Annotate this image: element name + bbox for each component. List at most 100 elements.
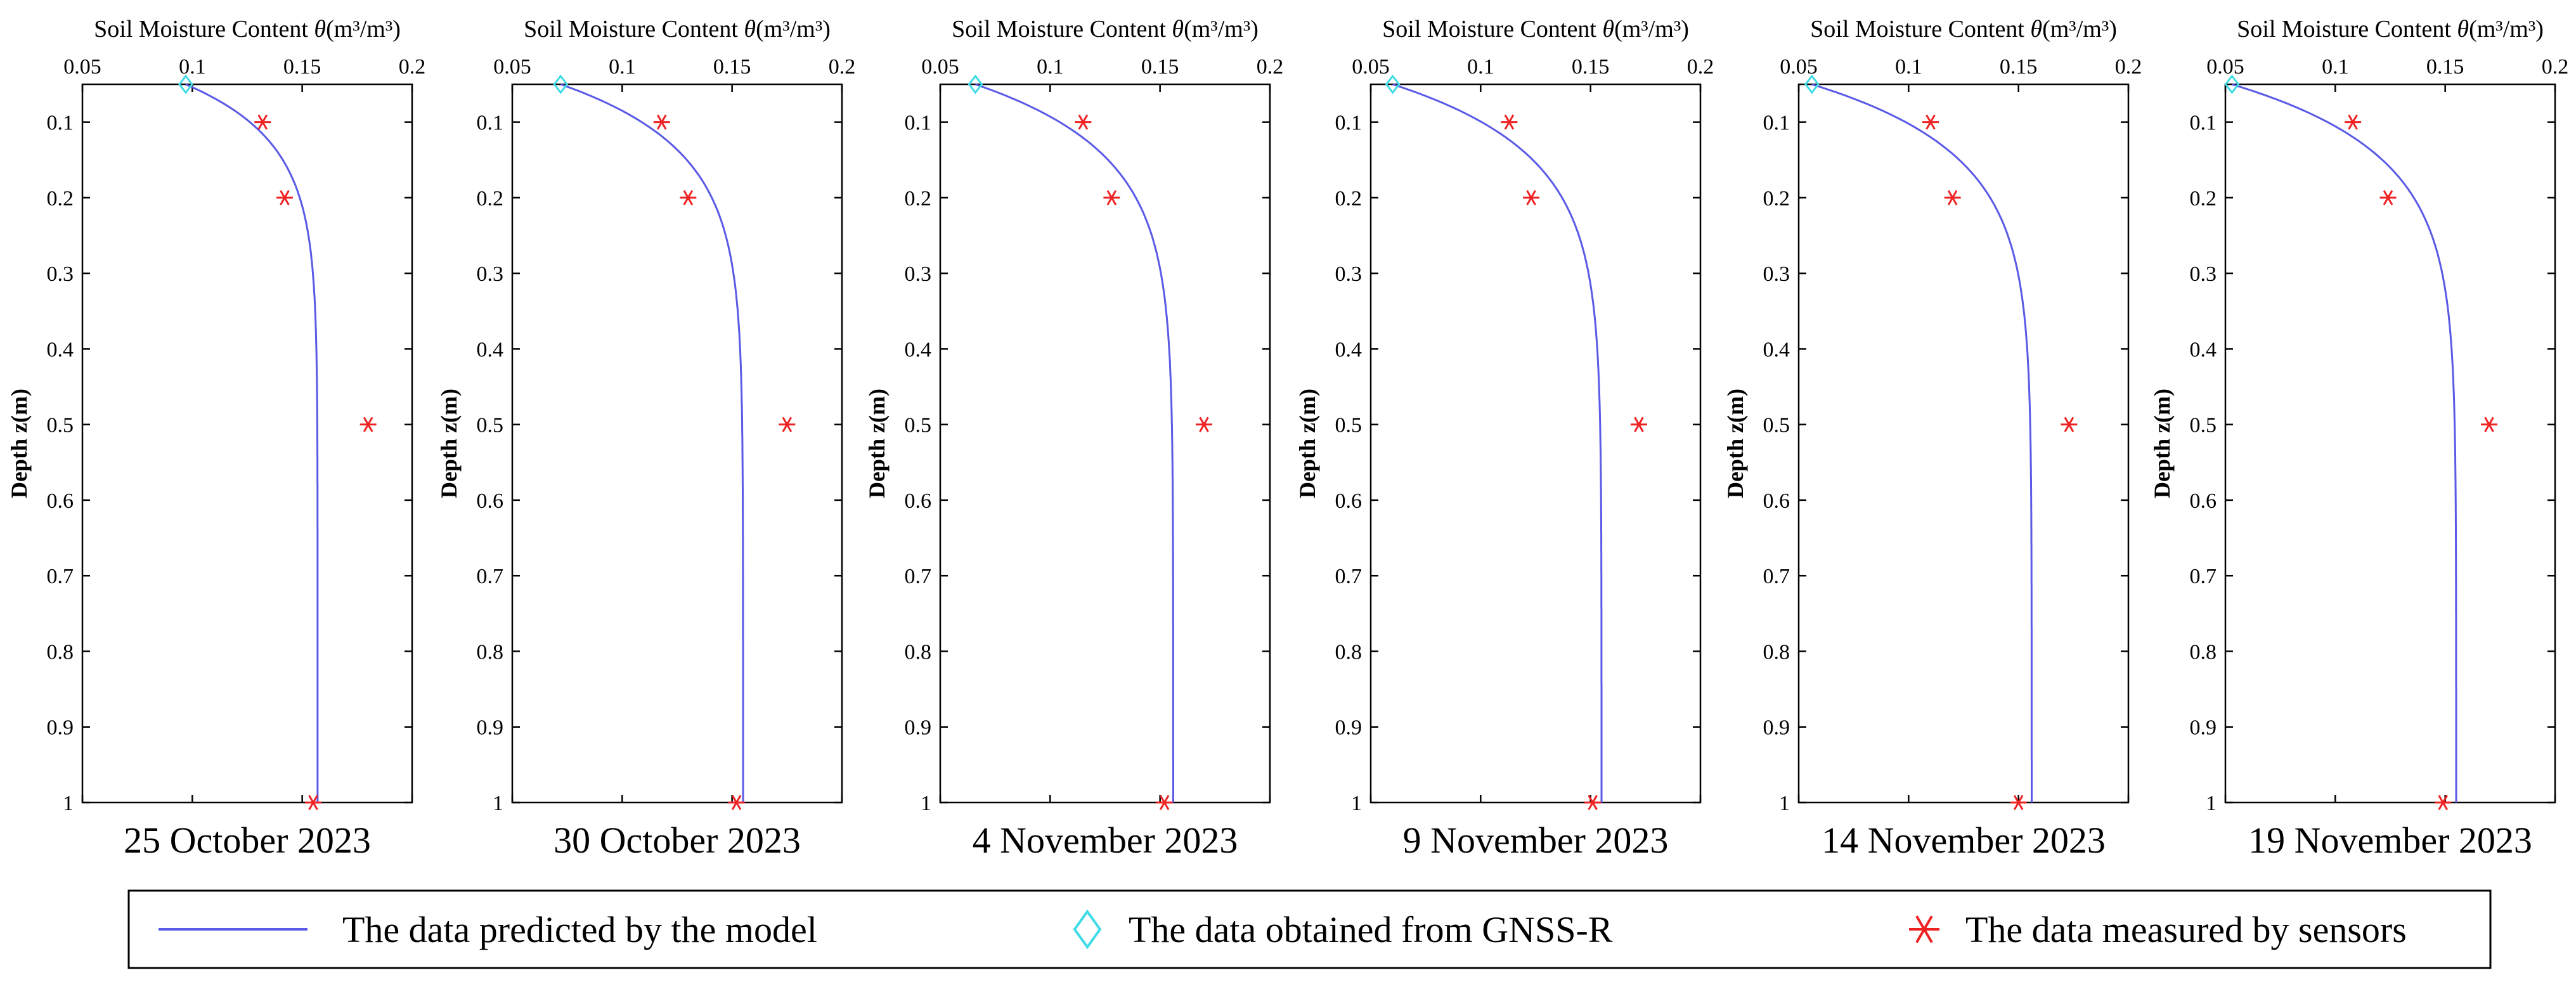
y-tick-label: 1 bbox=[1351, 792, 1362, 815]
legend-diamond bbox=[1073, 909, 1102, 950]
x-axis-label-text: Soil Moisture Content bbox=[2237, 16, 2457, 42]
gnss-marker bbox=[1385, 74, 1401, 94]
y-tick-label: 0.8 bbox=[477, 640, 504, 664]
y-tick-label: 0.6 bbox=[1335, 489, 1362, 513]
y-tick-label: 0.5 bbox=[47, 414, 74, 437]
x-tick-label: 0.2 bbox=[1257, 55, 1284, 79]
plot-frame bbox=[511, 83, 843, 804]
x-tick-label: 0.15 bbox=[1572, 55, 1610, 79]
x-tick-label: 0.15 bbox=[1141, 55, 1179, 79]
x-axis-label-unit: (m³/m³) bbox=[1184, 16, 1259, 42]
y-tick-label: 0.6 bbox=[905, 489, 932, 513]
sensor-marker bbox=[2061, 416, 2078, 432]
y-tick-label: 0.8 bbox=[2190, 640, 2217, 664]
x-tick-label: 0.1 bbox=[2322, 55, 2349, 79]
sensor-marker bbox=[359, 416, 377, 432]
y-tick-label: 0.9 bbox=[1763, 716, 1790, 740]
y-tick-label: 0.1 bbox=[477, 112, 504, 135]
x-axis-label-symbol: θ bbox=[1172, 16, 1184, 42]
x-tick-label: 0.05 bbox=[2206, 55, 2244, 79]
plot-frame bbox=[81, 83, 413, 804]
plot-frame bbox=[2224, 83, 2556, 804]
asterisk-stroke bbox=[683, 190, 694, 205]
x-tick-label: 0.05 bbox=[1352, 55, 1390, 79]
y-tick-label: 0.3 bbox=[905, 262, 932, 286]
y-tick-label: 0.4 bbox=[47, 338, 74, 361]
asterisk-stroke bbox=[2064, 416, 2074, 432]
y-tick-label: 1 bbox=[63, 792, 74, 815]
chart-panel-3: 0.05 0.1 0.15 0.2 0.1 0.2 0.3 0.4 0.5 0.6 0.7 0.8 0.… bbox=[864, 16, 1283, 861]
x-axis-label-text: Soil Moisture Content bbox=[94, 16, 314, 42]
asterisk-stroke bbox=[656, 114, 667, 130]
x-tick-label: 0.2 bbox=[2542, 55, 2569, 79]
sensor-marker bbox=[1156, 794, 1173, 811]
y-tick-label: 0.2 bbox=[1335, 187, 1362, 210]
y-axis-label: Depth z(m) bbox=[2149, 389, 2175, 498]
panel-date-title: 14 November 2023 bbox=[1822, 820, 2106, 861]
sensor-marker bbox=[1501, 114, 1518, 130]
y-tick-label: 1 bbox=[921, 792, 931, 815]
y-tick-label: 0.3 bbox=[1335, 262, 1362, 286]
x-axis-label: Soil Moisture Content θ(m³/m³) bbox=[952, 16, 1259, 42]
asterisk-stroke bbox=[308, 794, 318, 811]
gnss-marker bbox=[1804, 74, 1820, 94]
asterisk-stroke bbox=[1504, 114, 1515, 130]
legend-label: The data obtained from GNSS-R bbox=[1129, 909, 1613, 950]
y-tick-label: 0.6 bbox=[47, 489, 74, 513]
y-tick-label: 0.8 bbox=[47, 640, 74, 664]
y-tick-label: 0.7 bbox=[1335, 565, 1362, 588]
y-tick-label: 0.1 bbox=[1763, 112, 1790, 135]
sensor-marker bbox=[728, 794, 745, 811]
x-tick-label: 0.2 bbox=[829, 55, 856, 79]
y-tick-label: 0.5 bbox=[905, 414, 932, 437]
x-tick-label: 0.05 bbox=[493, 55, 531, 79]
x-tick-label: 0.1 bbox=[609, 55, 636, 79]
sensor-marker bbox=[653, 114, 670, 130]
asterisk-stroke bbox=[1926, 114, 1936, 130]
plot-frame bbox=[939, 83, 1271, 804]
x-tick-label: 0.05 bbox=[921, 55, 959, 79]
sensor-marker bbox=[276, 190, 293, 205]
y-tick-label: 0.6 bbox=[1763, 489, 1790, 513]
x-tick-label: 0.2 bbox=[399, 55, 426, 79]
y-axis-label: Depth z(m) bbox=[1723, 389, 1748, 498]
y-tick-label: 0.7 bbox=[2190, 565, 2217, 588]
y-tick-label: 0.1 bbox=[905, 112, 932, 135]
panel-date-title: 25 October 2023 bbox=[124, 820, 371, 861]
y-tick-label: 0.1 bbox=[47, 112, 74, 135]
x-tick-label: 0.15 bbox=[283, 55, 321, 79]
y-axis-label: Depth z(m) bbox=[436, 389, 462, 498]
y-tick-label: 0.6 bbox=[2190, 489, 2217, 513]
gnss-marker bbox=[2224, 74, 2240, 94]
asterisk-stroke bbox=[731, 794, 742, 811]
x-tick-label: 0.15 bbox=[713, 55, 751, 79]
asterisk-stroke bbox=[363, 416, 373, 432]
y-tick-label: 0.7 bbox=[1763, 565, 1790, 588]
asterisk-stroke bbox=[2383, 190, 2393, 205]
x-axis-label-symbol: θ bbox=[744, 16, 756, 42]
x-axis-label-text: Soil Moisture Content bbox=[952, 16, 1172, 42]
x-axis-label-text: Soil Moisture Content bbox=[524, 16, 744, 42]
y-tick-label: 0.5 bbox=[1763, 414, 1790, 437]
panel-date-title: 30 October 2023 bbox=[553, 820, 801, 861]
plot-frame bbox=[1369, 83, 1702, 804]
legend-symbol-asterisk bbox=[1909, 915, 1939, 943]
y-tick-label: 0.3 bbox=[477, 262, 504, 286]
y-tick-label: 0.4 bbox=[1763, 338, 1790, 361]
legend-label: The data measured by sensors bbox=[1965, 909, 2407, 950]
sensor-marker bbox=[1944, 190, 1961, 205]
asterisk-stroke bbox=[1634, 416, 1644, 432]
y-axis-label: Depth z(m) bbox=[6, 389, 32, 498]
x-axis-label-symbol: θ bbox=[314, 16, 326, 42]
x-axis-label: Soil Moisture Content θ(m³/m³) bbox=[524, 16, 831, 42]
x-tick-label: 0.1 bbox=[1467, 55, 1494, 79]
y-tick-label: 0.1 bbox=[2190, 112, 2217, 135]
sensor-marker bbox=[1922, 114, 1939, 130]
y-tick-label: 0.2 bbox=[1763, 187, 1790, 210]
x-tick-label: 0.05 bbox=[1780, 55, 1818, 79]
asterisk-stroke bbox=[2438, 794, 2448, 811]
x-axis-label: Soil Moisture Content θ(m³/m³) bbox=[94, 16, 401, 42]
legend-symbol-diamond bbox=[1073, 909, 1102, 950]
y-tick-label: 0.2 bbox=[477, 187, 504, 210]
